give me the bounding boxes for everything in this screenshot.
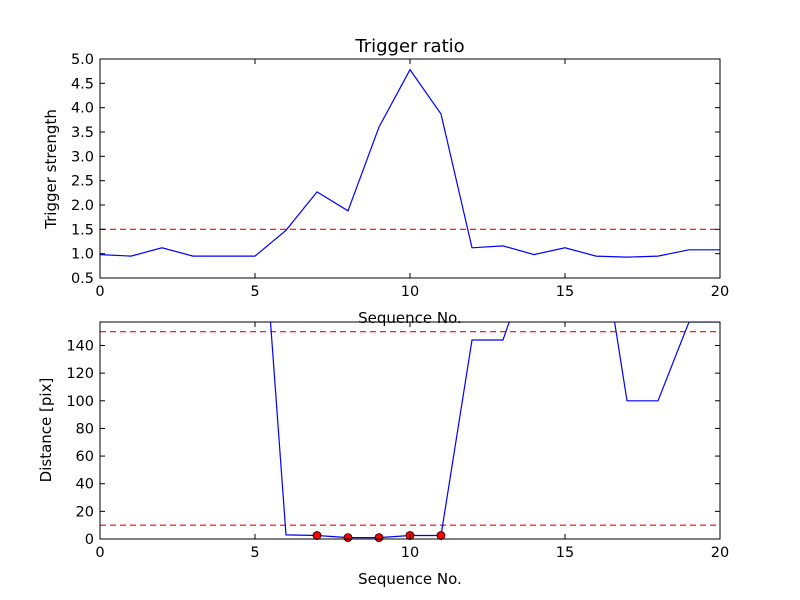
data-point-marker (374, 533, 384, 543)
y-tick-label: 0 (85, 532, 94, 548)
y-tick-label: 4.5 (71, 76, 94, 92)
data-point-marker (436, 531, 446, 540)
x-tick-label: 20 (711, 284, 729, 300)
x-tick-label: 15 (556, 545, 574, 561)
y-axis-label: Trigger strength (42, 109, 60, 230)
x-tick-label: 0 (95, 284, 104, 300)
y-tick-label: 4.0 (71, 101, 94, 117)
x-tick-label: 10 (401, 545, 419, 561)
y-tick-label: 2.5 (71, 174, 94, 190)
y-tick-label: 40 (76, 477, 94, 493)
trigger-ratio-chart: Trigger ratio Sequence No. Trigger stren… (42, 36, 729, 327)
chart-title: Trigger ratio (354, 36, 464, 57)
data-layer (100, 322, 720, 539)
y-tick-label: 80 (76, 421, 94, 437)
y-tick-label: 1.0 (71, 247, 94, 263)
y-tick-label: 0.5 (71, 271, 94, 287)
data-layer (100, 68, 720, 258)
data-point-marker (312, 531, 322, 540)
y-tick-label: 3.5 (71, 125, 94, 141)
plot-area: 0 5 10 15 20 0 20 40 60 80 100 120 140 (66, 321, 729, 561)
data-point-marker (343, 533, 353, 543)
y-tick-label: 100 (66, 394, 94, 410)
x-tick-label: 0 (95, 545, 104, 561)
distance-chart: Sequence No. Distance [pix] 0 5 10 15 20 0 20 4… (37, 321, 729, 588)
x-tick-label: 10 (401, 284, 419, 300)
x-axis-label: Sequence No. (358, 570, 462, 588)
series-line (269, 322, 510, 539)
y-tick-label: 140 (66, 338, 94, 354)
x-tick-label: 5 (250, 284, 259, 300)
x-tick-label: 5 (250, 545, 259, 561)
y-tick-label: 5.0 (71, 52, 94, 68)
y-axis-label: Distance [pix] (37, 378, 55, 483)
y-tick-label: 20 (76, 504, 94, 520)
y-tick-label: 3.0 (71, 149, 94, 165)
x-tick-label: 20 (711, 545, 729, 561)
y-tick-label: 2.0 (71, 198, 94, 214)
plot-area: 0 5 10 15 20 0.5 1.0 1.5 2.0 2.5 3.0 3.5 4.0 4.5 5.0 (71, 52, 729, 300)
y-tick-label: 1.5 (71, 222, 94, 238)
y-tick-label: 120 (66, 366, 94, 382)
series-line (614, 322, 720, 402)
x-tick-label: 15 (556, 284, 574, 300)
y-tick-label: 60 (76, 449, 94, 465)
series-line (100, 68, 720, 258)
